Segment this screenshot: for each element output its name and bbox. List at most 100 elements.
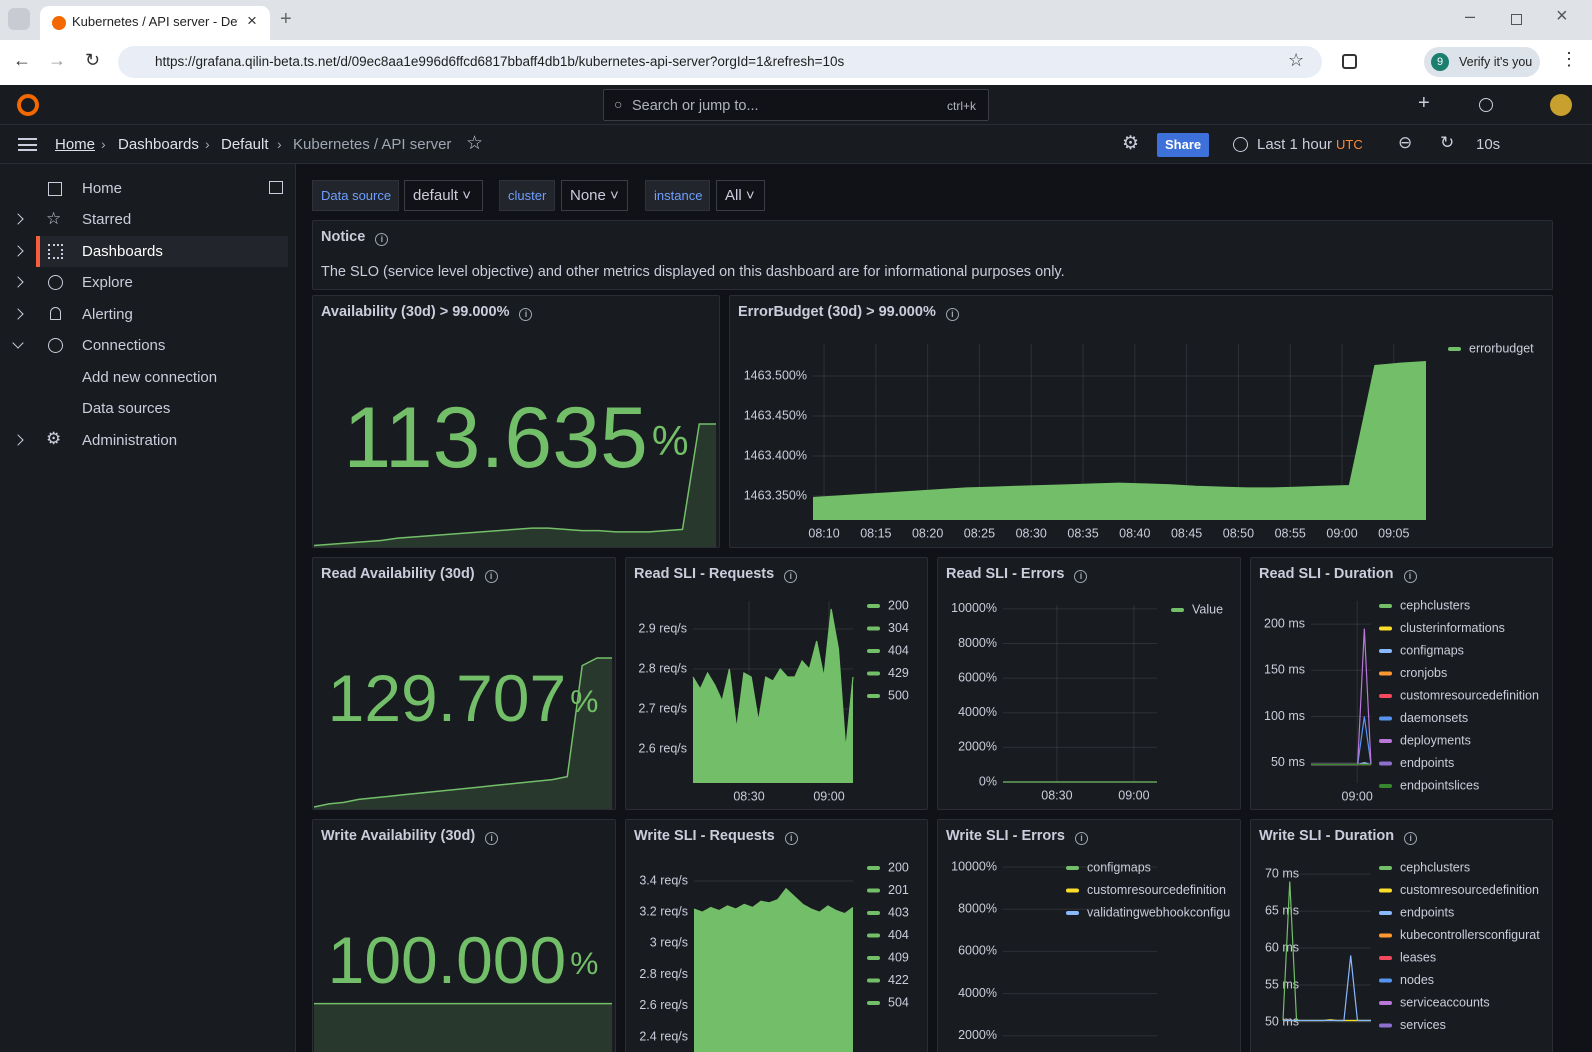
tab-search[interactable]: [8, 8, 30, 30]
y-tick-label: 1463.350%: [744, 488, 807, 502]
legend-swatch: [1066, 911, 1079, 915]
share-button[interactable]: Share: [1157, 133, 1210, 157]
maximize[interactable]: [1511, 14, 1522, 25]
tab-close[interactable]: ×: [247, 11, 257, 30]
notice-title: Notice: [321, 229, 366, 245]
crumb[interactable]: Default: [221, 136, 269, 153]
variable-select[interactable]: All ˅: [716, 180, 765, 211]
crumb[interactable]: Dashboards: [118, 136, 199, 153]
nav-item[interactable]: Connections: [82, 337, 166, 354]
menu-toggle[interactable]: [18, 138, 37, 151]
crumb-current: Kubernetes / API server: [293, 136, 452, 153]
extensions[interactable]: [1342, 54, 1357, 69]
legend-label: 422: [888, 973, 909, 987]
nav-item[interactable]: Dashboards: [82, 243, 163, 260]
y-tick-label: 4000%: [958, 705, 997, 719]
variable-label: Data source: [312, 180, 399, 211]
crumb-sep: ›: [277, 136, 282, 152]
y-tick-label: 0%: [979, 774, 997, 788]
menu[interactable]: ⋮: [1560, 49, 1578, 69]
panel-chart: 2.9 req/s 2.8 req/s 2.7 req/s 2.6 req/s 08:3…: [638, 598, 909, 803]
refresh[interactable]: ↻: [1440, 133, 1455, 152]
panel-chart: 200 ms 150 ms 100 ms 50 ms 09:00 cephclusters…: [1264, 598, 1539, 803]
info-icon[interactable]: i: [945, 308, 959, 321]
y-tick-label: 200 ms: [1264, 616, 1305, 630]
new-tab[interactable]: +: [280, 8, 292, 30]
stat-unit: %: [570, 683, 598, 719]
chevron[interactable]: [12, 434, 24, 446]
search-box[interactable]: Search or jump to... ○ ctrl+k: [603, 89, 989, 121]
chevron[interactable]: [12, 213, 24, 225]
info-icon[interactable]: i: [1403, 570, 1417, 583]
omnibox[interactable]: https://grafana.qilin-beta.ts.net/d/09ec…: [118, 46, 1322, 78]
legend-label: serviceaccounts: [1400, 995, 1490, 1009]
variable-select[interactable]: None ˅: [561, 180, 628, 211]
panel: 10000% 8000% 6000% 4000% 2000% 0% 08:30 09:00 Va…: [937, 557, 1241, 810]
chevron[interactable]: [12, 276, 24, 288]
legend-swatch: [867, 888, 880, 893]
legend-swatch: [1379, 888, 1392, 893]
panel-chart: 113.635%: [313, 390, 716, 547]
nav-item[interactable]: Alerting: [82, 306, 133, 323]
address-row: ← → ↻ https://grafana.qilin-beta.ts.net/…: [0, 40, 1592, 85]
close-window[interactable]: ×: [1556, 5, 1568, 27]
forward[interactable]: →: [48, 50, 66, 70]
legend-label: validatingwebhookconfigu: [1087, 905, 1230, 919]
variable-label: instance: [645, 180, 710, 211]
x-tick-label: 08:20: [912, 526, 943, 540]
nav-item[interactable]: Home: [82, 180, 123, 197]
info-icon[interactable]: i: [484, 570, 498, 583]
series-line: [1311, 716, 1372, 766]
panel-title-text: Write SLI - Errors: [946, 828, 1065, 844]
legend-swatch: [1379, 694, 1392, 698]
settings[interactable]: ⚙: [1122, 133, 1140, 154]
legend-label: 429: [888, 666, 909, 680]
grafana-logo[interactable]: [17, 94, 39, 116]
add-button[interactable]: +: [1418, 92, 1430, 114]
crumb[interactable]: Home: [55, 136, 96, 153]
legend-swatch: [867, 649, 880, 653]
reload[interactable]: ↻: [85, 50, 101, 70]
info-icon[interactable]: i: [1404, 832, 1418, 845]
nav-item[interactable]: Data sources: [82, 400, 171, 417]
legend-swatch: [1379, 784, 1392, 788]
chevron[interactable]: [12, 245, 24, 257]
legend-label: 500: [888, 688, 909, 702]
info-icon[interactable]: i: [485, 832, 499, 845]
info-icon[interactable]: i: [1074, 570, 1088, 583]
favorite-star[interactable]: ☆: [466, 133, 484, 154]
chevron[interactable]: [12, 337, 24, 349]
clock-icon: [1233, 137, 1248, 152]
refresh-interval[interactable]: 10s: [1476, 136, 1501, 153]
nav-item[interactable]: Add new connection: [82, 369, 218, 386]
active-tab[interactable]: Kubernetes / API server - Defau ×: [40, 6, 270, 40]
user-avatar[interactable]: [1550, 94, 1572, 116]
x-tick-label: 08:40: [1119, 526, 1150, 540]
dock-button[interactable]: [269, 181, 283, 194]
info-icon[interactable]: i: [519, 308, 533, 321]
bookmark-star[interactable]: ☆: [1288, 50, 1305, 70]
legend-label: deployments: [1400, 733, 1471, 747]
variable-select[interactable]: default ˅: [404, 180, 483, 211]
y-tick-label: 2.9 req/s: [638, 621, 687, 635]
y-tick-label: 2.6 req/s: [638, 741, 687, 755]
back[interactable]: ←: [13, 50, 31, 70]
chevron[interactable]: [12, 308, 24, 320]
panel: 200 ms 150 ms 100 ms 50 ms 09:00 cephclusters…: [1250, 557, 1553, 810]
info-icon[interactable]: i: [784, 570, 798, 583]
minimize[interactable]: –: [1465, 6, 1476, 26]
help[interactable]: [1479, 98, 1493, 112]
y-tick-label: 2.4 req/s: [639, 1029, 688, 1043]
nav-item[interactable]: Explore: [82, 274, 133, 291]
shortcut: ctrl+k: [947, 99, 977, 113]
nav-item[interactable]: Administration: [82, 432, 178, 449]
sparkline: [313, 423, 716, 547]
info-icon[interactable]: i: [375, 233, 389, 246]
info-icon[interactable]: i: [1074, 832, 1088, 845]
zoom-out[interactable]: ⊖: [1398, 133, 1413, 152]
legend-label: 201: [888, 883, 909, 897]
profile-button[interactable]: 9 Verify it's you: [1424, 47, 1540, 77]
info-icon[interactable]: i: [784, 832, 798, 845]
time-range[interactable]: Last 1 hour: [1257, 136, 1333, 153]
nav-item[interactable]: Starred: [82, 211, 132, 228]
